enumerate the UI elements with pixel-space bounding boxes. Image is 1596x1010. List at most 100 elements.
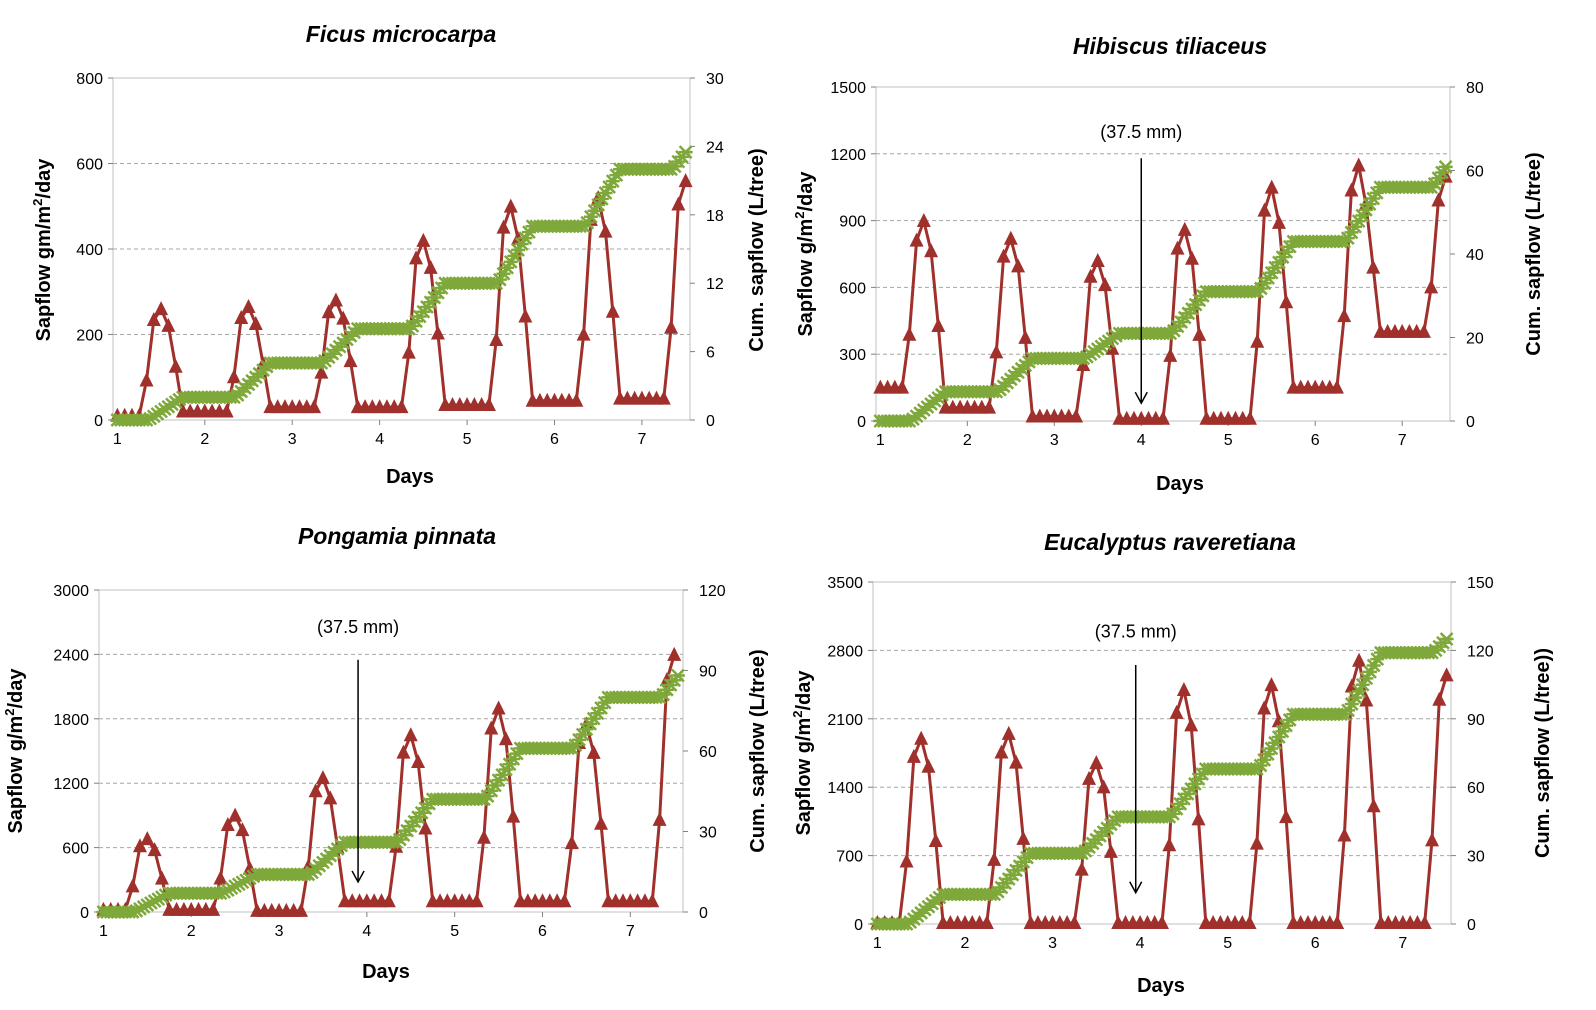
- sapflow-point: [1425, 832, 1440, 847]
- rain-annotation-label: (37.5 mm): [1100, 122, 1182, 142]
- sapflow-point: [1242, 915, 1257, 930]
- sapflow-point: [1279, 809, 1294, 824]
- sapflow-point: [1069, 408, 1084, 423]
- y2-tick-label: 120: [699, 583, 726, 600]
- sapflow-point: [652, 811, 667, 826]
- sapflow-point: [416, 232, 431, 247]
- cumulative-point: [670, 668, 685, 683]
- sapflow-point: [226, 369, 241, 384]
- sapflow-point: [1156, 410, 1170, 425]
- sapflow-point: [1016, 830, 1031, 845]
- sapflow-point: [1076, 356, 1091, 371]
- sapflow-point: [235, 822, 250, 837]
- y-tick-label: 800: [76, 71, 103, 88]
- sapflow-point: [928, 833, 943, 848]
- chart-title: Hibiscus tiliaceus: [1073, 33, 1267, 59]
- y-tick-label: 900: [839, 214, 866, 231]
- sapflow-point: [401, 344, 416, 359]
- y2-tick-label: 30: [1467, 849, 1485, 866]
- sapflow-point: [1249, 835, 1264, 850]
- y2-tick-label: 80: [1466, 80, 1484, 97]
- sapflow-point: [220, 817, 235, 832]
- sapflow-point: [1184, 250, 1199, 265]
- series-cumulative: [873, 159, 1453, 428]
- x-tick-label: 5: [1224, 432, 1233, 449]
- sapflow-point: [154, 870, 169, 885]
- y-axis-label: Sapflow gm/m2/day: [30, 158, 55, 342]
- sapflow-point: [1009, 754, 1024, 769]
- sapflow-point: [1279, 294, 1294, 309]
- sapflow-point: [1439, 667, 1454, 682]
- y2-tick-label: 60: [1467, 780, 1485, 797]
- arrow-head-icon: [351, 870, 365, 884]
- sapflow-point: [1330, 915, 1345, 930]
- sapflow-point: [916, 213, 931, 228]
- x-axis-label: Days: [1137, 975, 1185, 997]
- sapflow-point: [1162, 837, 1177, 852]
- y2-axis-label: Cum. sapflow (L/tree)): [1532, 648, 1554, 858]
- sapflow-point: [307, 399, 322, 414]
- cumulative-point: [1348, 690, 1363, 705]
- sapflow-point: [308, 783, 323, 798]
- sapflow-point: [403, 727, 418, 742]
- chart-pongamia-pinnata: Pongamia pinnata 0 600 1200 1800 2400 3000 0 30 6…: [2, 523, 769, 983]
- y-tick-label: 1500: [830, 80, 866, 97]
- sapflow-point: [586, 744, 601, 759]
- y2-tick-label: 0: [706, 413, 715, 430]
- sapflow-point: [899, 853, 914, 868]
- x-tick-label: 5: [1223, 935, 1232, 952]
- cumulative-point: [1362, 665, 1377, 679]
- x-tick-label: 2: [961, 935, 970, 952]
- y2-tick-label: 30: [706, 71, 724, 88]
- sapflow-point: [430, 325, 445, 340]
- sapflow-point: [248, 316, 263, 331]
- x-axis-label: Days: [362, 961, 410, 983]
- sapflow-point: [1366, 259, 1381, 274]
- series-sapflow: [870, 652, 1454, 930]
- sapflow-point: [1096, 779, 1111, 794]
- sapflow-point: [924, 243, 939, 258]
- sapflow-point: [931, 317, 946, 332]
- sapflow-point: [1417, 915, 1432, 930]
- sapflow-point: [645, 893, 660, 908]
- sapflow-point: [895, 379, 910, 394]
- x-tick-label: 2: [200, 431, 209, 448]
- sapflow-point: [396, 744, 411, 759]
- x-axis-label: Days: [1156, 473, 1204, 495]
- y-tick-label: 1200: [53, 776, 89, 793]
- y-tick-label: 600: [839, 280, 866, 297]
- sapflow-line: [877, 660, 1449, 925]
- x-tick-label: 3: [275, 923, 284, 940]
- sapflow-point: [1067, 915, 1082, 930]
- sapflow-point: [906, 748, 921, 763]
- y2-tick-label: 18: [706, 208, 724, 225]
- sapflow-point: [409, 250, 424, 265]
- x-tick-label: 5: [463, 431, 472, 448]
- sapflow-point: [1191, 811, 1206, 826]
- sapflow-point: [219, 403, 234, 418]
- sapflow-point: [1351, 157, 1366, 172]
- sapflow-point: [914, 730, 929, 745]
- y-tick-label: 600: [62, 841, 89, 858]
- sapflow-point: [678, 173, 693, 188]
- sapflow-point: [506, 808, 521, 823]
- y-tick-label: 0: [80, 905, 89, 922]
- x-tick-label: 2: [187, 923, 196, 940]
- sapflow-point: [1103, 843, 1118, 858]
- y2-axis-label: Cum. sapflow (L/tree): [747, 649, 769, 852]
- sapflow-point: [1337, 827, 1352, 842]
- sapflow-point: [394, 399, 409, 414]
- sapflow-point: [1169, 704, 1184, 719]
- sapflow-point: [489, 332, 504, 347]
- sapflow-point: [154, 301, 169, 316]
- y-tick-label: 1800: [53, 712, 89, 729]
- sapflow-point: [1011, 258, 1026, 273]
- sapflow-point: [1271, 713, 1286, 728]
- series-sapflow: [96, 646, 682, 917]
- x-tick-label: 5: [450, 923, 459, 940]
- x-tick-label: 6: [1311, 935, 1320, 952]
- sapflow-point: [1250, 333, 1265, 348]
- sapflow-point: [994, 744, 1009, 759]
- cumulative-point: [1439, 632, 1454, 646]
- sapflow-point: [671, 196, 686, 211]
